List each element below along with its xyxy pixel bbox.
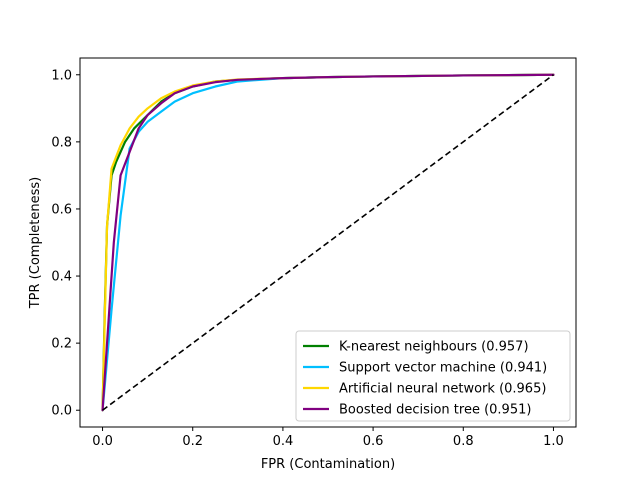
axes-frame bbox=[79, 57, 577, 428]
y-tick-label: 0.8 bbox=[51, 135, 72, 150]
x-tick-label: 0.8 bbox=[453, 434, 474, 449]
y-tick-label: 0.6 bbox=[51, 202, 72, 217]
x-axis-ticks: 0.0 0.2 0.4 0.6 0.8 1.0 bbox=[92, 427, 564, 449]
legend-entry-label: Boosted decision tree (0.951) bbox=[339, 403, 531, 418]
y-tick-label: 0.0 bbox=[51, 404, 72, 419]
x-axis-label: FPR (Contamination) bbox=[261, 457, 395, 472]
legend-entry-label: Support vector machine (0.941) bbox=[339, 361, 547, 376]
legend-box bbox=[295, 330, 571, 422]
x-tick-label: 0.0 bbox=[92, 434, 113, 449]
reference-diagonal-line bbox=[102, 74, 554, 411]
series-line-3 bbox=[101, 73, 555, 412]
legend-entry-label: Artificial neural network (0.965) bbox=[339, 382, 546, 397]
x-tick-label: 0.6 bbox=[363, 434, 384, 449]
legend: K-nearest neighbours (0.957) Support vect… bbox=[295, 330, 571, 422]
y-axis-label: TPR (Completeness) bbox=[28, 177, 43, 310]
y-tick-label: 1.0 bbox=[51, 68, 72, 83]
y-tick-label: 0.2 bbox=[51, 337, 72, 352]
y-tick-label: 0.4 bbox=[51, 270, 72, 285]
plot-lines bbox=[101, 73, 555, 412]
x-tick-label: 0.4 bbox=[273, 434, 294, 449]
x-tick-label: 1.0 bbox=[543, 434, 564, 449]
y-axis-ticks: 0.0 0.2 0.4 0.6 0.8 1.0 bbox=[51, 68, 80, 419]
x-tick-label: 0.2 bbox=[182, 434, 203, 449]
legend-entry-label: K-nearest neighbours (0.957) bbox=[339, 340, 529, 355]
